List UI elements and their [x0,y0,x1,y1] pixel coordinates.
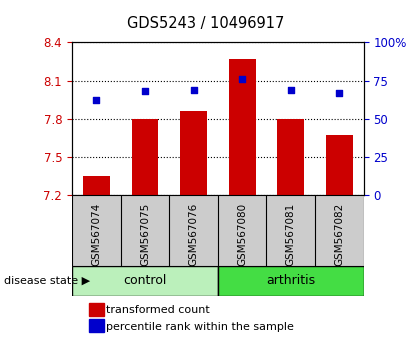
Point [190,87,197,92]
Text: GSM567076: GSM567076 [189,203,199,267]
Text: percentile rank within the sample: percentile rank within the sample [106,322,294,332]
Bar [89,303,104,316]
Point [287,87,294,92]
Point [93,97,99,103]
Point [336,90,343,96]
Text: GSM567081: GSM567081 [286,203,296,267]
Text: GSM567082: GSM567082 [335,203,344,267]
Point [239,76,245,82]
Text: GSM567074: GSM567074 [91,203,101,267]
Bar [326,135,353,195]
Bar [218,266,364,296]
Bar [277,119,304,195]
Bar [89,319,104,332]
Point [141,88,148,94]
Bar [180,111,207,195]
Bar [83,176,110,195]
Text: GSM567075: GSM567075 [140,203,150,267]
Text: GSM567080: GSM567080 [237,203,247,266]
Text: arthritis: arthritis [266,274,315,287]
Text: GDS5243 / 10496917: GDS5243 / 10496917 [127,16,284,31]
Text: transformed count: transformed count [106,306,210,315]
Text: control: control [123,274,166,287]
Text: disease state ▶: disease state ▶ [4,275,90,286]
Bar [72,266,218,296]
Bar [229,59,256,195]
Bar [132,119,158,195]
